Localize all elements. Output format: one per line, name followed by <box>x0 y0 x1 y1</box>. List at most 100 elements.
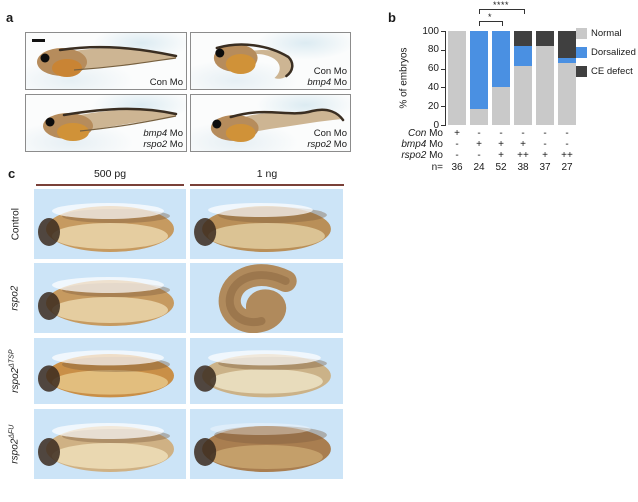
embryo-photo-con-mo: Con Mo <box>25 32 187 90</box>
condition-value: - <box>543 128 547 139</box>
chart-legend: Normal Dorsalized CE defect <box>576 28 636 85</box>
tadpole-rescued-illustration <box>43 107 178 141</box>
stacked-bar <box>558 31 576 125</box>
condition-label: rspo2 Mo <box>401 150 443 161</box>
stacked-bar <box>492 31 510 125</box>
panel-c-label: c <box>8 166 16 181</box>
significance-label: **** <box>492 0 509 10</box>
n-label: n= <box>431 162 443 173</box>
bar-segment-ce-defect <box>558 31 576 59</box>
photo-caption: bmp4 Mo rspo2 Mo <box>143 128 183 150</box>
header-underline <box>190 184 344 186</box>
y-tick-label: 100 <box>422 25 439 37</box>
n-value: 24 <box>473 162 485 173</box>
significance-bracket <box>479 21 503 26</box>
condition-value: - <box>455 139 459 150</box>
embryo-photo-bmp4-rspo2-mo: bmp4 Mo rspo2 Mo <box>25 94 187 152</box>
panel-b-label: b <box>388 10 396 25</box>
stacked-bar <box>536 31 554 125</box>
tadpole-bent-tail-illustration <box>210 108 345 142</box>
condition-value: - <box>543 139 547 150</box>
condition-value: - <box>499 128 503 139</box>
condition-value: + <box>542 150 548 161</box>
bar-segment-normal <box>448 31 466 125</box>
row-label-control: Control <box>10 207 22 241</box>
row-label-rspo2-dFU: rspo2ΔFU <box>8 424 22 464</box>
embryo-photo-con-bmp4-mo: Con Mo bmp4 Mo <box>190 32 351 90</box>
bar-column <box>556 31 578 125</box>
embryo-image-rspo2-dTSP-1ng <box>190 338 343 404</box>
condition-label: Con Mo <box>407 128 443 139</box>
condition-value: + <box>454 128 460 139</box>
n-value: 37 <box>539 162 551 173</box>
tadpole-dorsalized-illustration <box>213 43 294 79</box>
bar-column <box>534 31 556 125</box>
condition-value: ++ <box>517 150 529 161</box>
legend-swatch-dorsalized <box>576 47 587 58</box>
tadpole-normal-illustration <box>37 45 178 77</box>
y-tick-label: 40 <box>427 81 439 93</box>
bar-column <box>446 31 468 125</box>
header-underline <box>36 184 184 186</box>
condition-value: + <box>520 139 526 150</box>
stacked-bar <box>470 31 488 125</box>
panel-a-label: a <box>6 10 14 25</box>
y-tick-mark <box>441 106 445 108</box>
condition-value: + <box>498 150 504 161</box>
condition-row: Con Mo + - - - - - <box>388 128 638 139</box>
bar-column <box>490 31 512 125</box>
legend-label: CE defect <box>591 66 633 77</box>
embryo-image-rspo2-dFU-500pg <box>34 409 186 479</box>
row-label-rspo2: rspo2 <box>10 285 22 311</box>
n-row: n= 36 24 52 38 37 27 <box>388 162 638 173</box>
n-value: 52 <box>495 162 507 173</box>
bar-segment-dorsalized <box>492 31 510 88</box>
panel-b-chart: % of embryos 0 20 40 60 80 100 **** * Con Mo + - - - -… <box>388 0 638 180</box>
bar-column <box>468 31 490 125</box>
y-tick-mark <box>441 125 445 126</box>
bar-segment-normal <box>558 62 576 125</box>
photo-caption: Con Mo <box>149 77 183 88</box>
significance-label: * <box>487 12 492 22</box>
legend-swatch-ce-defect <box>576 66 587 77</box>
stacked-bar <box>514 31 532 125</box>
embryo-image-control-1ng <box>190 189 343 259</box>
embryo-image-rspo2-1ng-dorsalized <box>190 263 343 333</box>
bar-segment-dorsalized <box>470 31 488 110</box>
condition-value: - <box>565 139 569 150</box>
legend-label: Normal <box>591 28 622 39</box>
condition-value: - <box>565 128 569 139</box>
y-tick-mark <box>441 49 445 51</box>
condition-value: - <box>521 128 525 139</box>
legend-label: Dorsalized <box>591 47 636 58</box>
bar-segment-dorsalized <box>558 58 576 63</box>
bar-segment-ce-defect <box>536 31 554 47</box>
dose-header-1ng: 1 ng <box>256 168 278 180</box>
bar-segment-normal <box>536 46 554 125</box>
embryo-image-rspo2-dTSP-500pg <box>34 338 186 404</box>
bar-column <box>512 31 534 125</box>
bar-segment-ce-defect <box>514 31 532 47</box>
legend-swatch-normal <box>576 28 587 39</box>
condition-row: bmp4 Mo - + + + - - <box>388 139 638 150</box>
condition-value: + <box>476 139 482 150</box>
stacked-bar <box>448 31 466 125</box>
y-tick-mark <box>441 31 445 32</box>
y-tick-label: 0 <box>433 119 439 131</box>
legend-item: Dorsalized <box>576 47 636 58</box>
condition-value: - <box>477 128 481 139</box>
n-value: 38 <box>517 162 529 173</box>
condition-value: + <box>498 139 504 150</box>
panel-c: c 500 pg 1 ng Control rspo2 rspo2ΔTSP rs… <box>0 165 380 495</box>
y-tick-label: 60 <box>427 63 439 75</box>
bar-plot-area <box>446 31 578 125</box>
bar-segment-dorsalized <box>514 46 532 66</box>
bar-segment-normal <box>470 109 488 125</box>
n-value: 36 <box>451 162 463 173</box>
embryo-image-control-500pg <box>34 189 186 259</box>
condition-value: - <box>455 150 459 161</box>
condition-value: ++ <box>561 150 573 161</box>
n-value: 27 <box>561 162 573 173</box>
embryo-photo-con-rspo2-mo: Con Mo rspo2 Mo <box>190 94 351 152</box>
